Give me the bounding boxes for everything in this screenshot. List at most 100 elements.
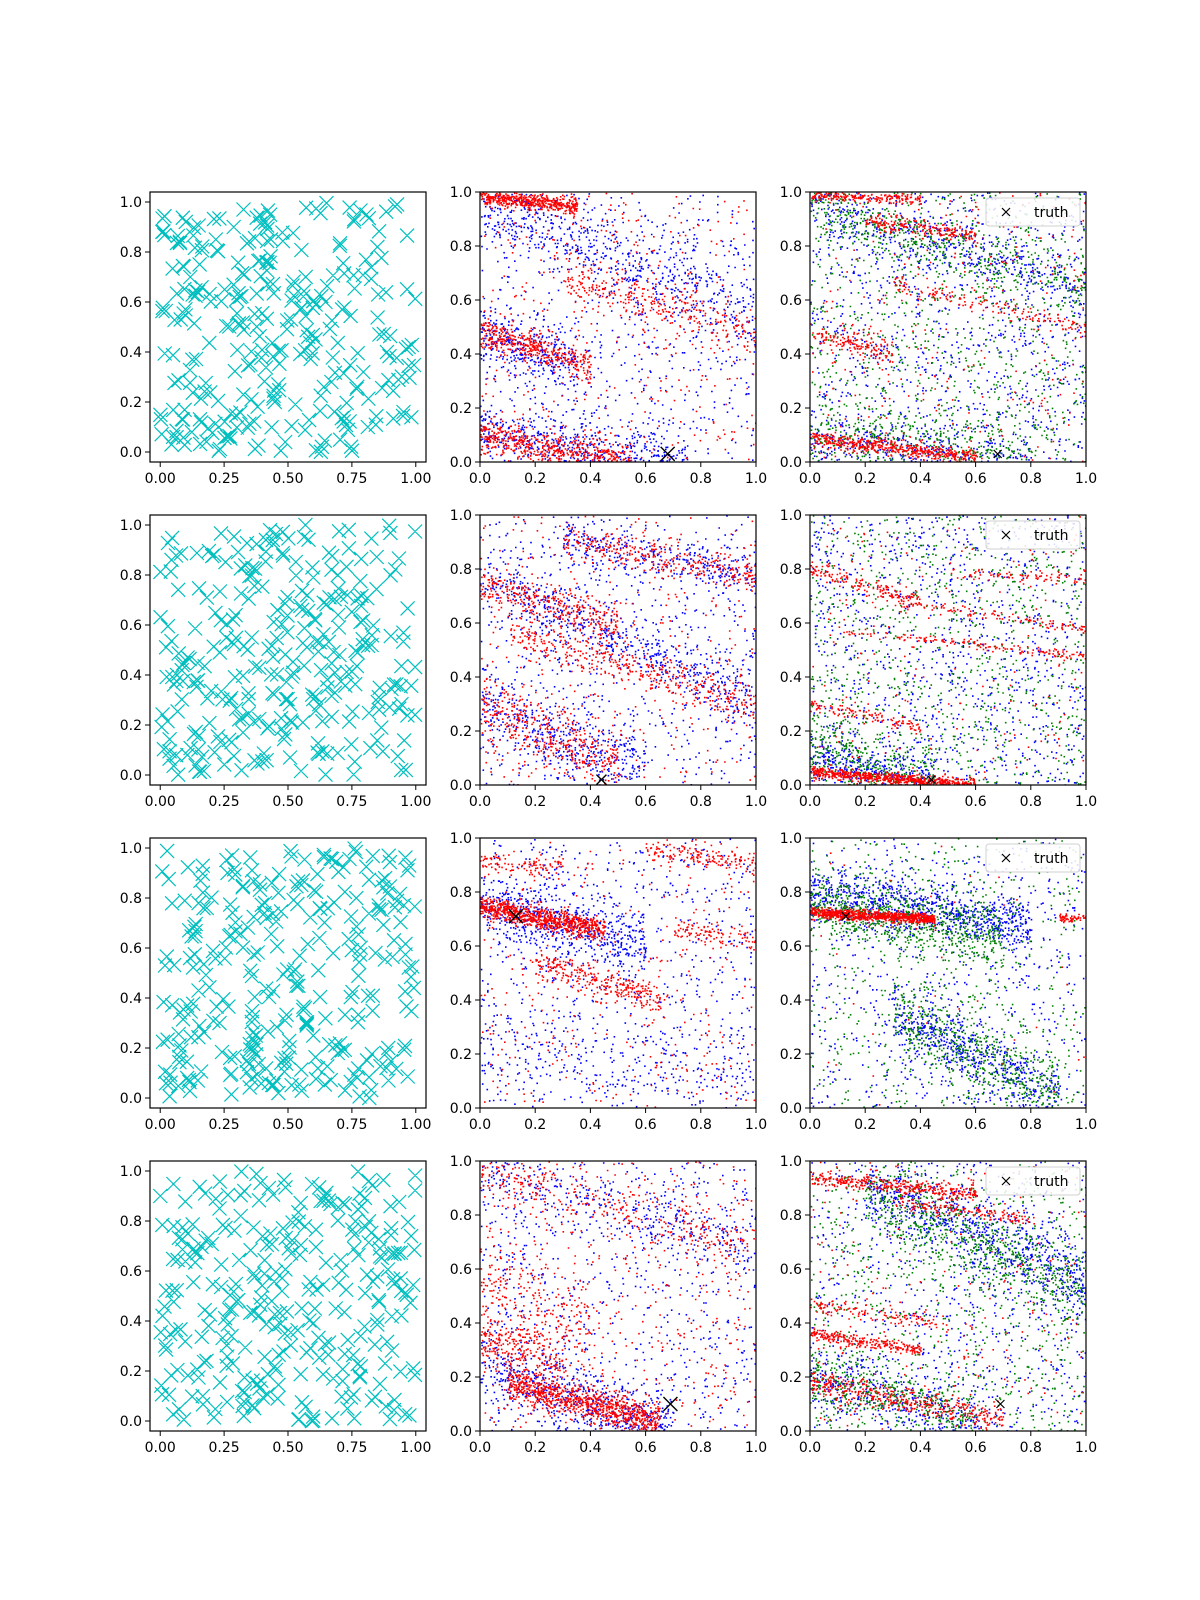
- axes-frame: [809, 837, 1087, 1109]
- x-tick-label: 0.0: [799, 1117, 821, 1133]
- y-tick-label: 1.0: [780, 185, 802, 201]
- legend: truth: [985, 520, 1081, 550]
- x-tick-label: 0.6: [964, 1117, 986, 1133]
- x-tick-label: 0.4: [579, 1440, 601, 1456]
- axes-frame: [149, 514, 427, 786]
- y-tick-label: 0.6: [120, 1264, 142, 1280]
- x-tick-label: 0.50: [272, 471, 303, 487]
- x-tick-label: 0.8: [690, 1117, 712, 1133]
- y-tick-label: 0.6: [120, 618, 142, 634]
- legend: truth: [985, 197, 1081, 227]
- truth-marker: [662, 1396, 678, 1412]
- x-tick-label: 0.75: [336, 1117, 367, 1133]
- x-tick-label: 0.0: [799, 471, 821, 487]
- axes-frame: [479, 514, 757, 786]
- y-tick-label: 0.2: [450, 1047, 472, 1063]
- x-tick-label: 0.00: [145, 1117, 176, 1133]
- x-tick-label: 0.8: [1020, 471, 1042, 487]
- x-tick-label: 0.00: [145, 794, 176, 810]
- x-tick-label: 0.2: [854, 1117, 876, 1133]
- y-tick-label: 0.0: [780, 455, 802, 471]
- y-tick-label: 0.4: [120, 668, 142, 684]
- series-blue: [810, 192, 1086, 462]
- series-green: [810, 838, 1086, 1108]
- x-tick-label: 0.4: [579, 794, 601, 810]
- y-tick-label: 0.8: [450, 1208, 472, 1224]
- y-tick-label: 0.6: [450, 293, 472, 309]
- subplot-r1-c1: 0.00 0.25 0.50 0.75 1.00 0.0 0.2 0.4 0.6 0.8 1.0: [120, 191, 431, 487]
- x-tick-label: 0.4: [579, 1117, 601, 1133]
- y-tick-label: 1.0: [780, 831, 802, 847]
- y-tick-label: 0.8: [120, 245, 142, 261]
- x-tick-label: 0.25: [209, 471, 240, 487]
- x-tick-label: 0.50: [272, 1440, 303, 1456]
- y-tick-label: 0.4: [120, 991, 142, 1007]
- axes-frame: [809, 1160, 1087, 1432]
- y-tick-label: 0.8: [450, 885, 472, 901]
- y-tick-label: 0.6: [450, 616, 472, 632]
- points-r4-c3: [810, 1161, 1086, 1431]
- x-tick-label: 0.6: [964, 1440, 986, 1456]
- y-tick-label: 0.6: [780, 939, 802, 955]
- x-tick-label: 1.00: [400, 1117, 431, 1133]
- subplot-r3-c1: 0.00 0.25 0.50 0.75 1.00 0.0 0.2 0.4 0.6 0.8 1.0: [120, 837, 431, 1133]
- y-tick-label: 0.2: [450, 724, 472, 740]
- x-tick-label: 0.2: [854, 794, 876, 810]
- points-r4-c2: [480, 1161, 756, 1431]
- x-tick-label: 0.6: [634, 794, 656, 810]
- x-tick-label: 1.0: [745, 1440, 767, 1456]
- subplot-r3-c2: 0.0 0.2 0.4 0.6 0.8 1.0 0.0 0.2 0.4 0.6 0.8 1.0: [450, 831, 767, 1133]
- x-tick-label: 1.00: [400, 1440, 431, 1456]
- x-tick-label: 0.2: [524, 471, 546, 487]
- y-tick-label: 0.0: [780, 1424, 802, 1440]
- subplot-r1-c3: 0.0 0.2 0.4 0.6 0.8 1.0 0.0 0.2 0.4 0.6 0.8 1.0 trut…: [780, 185, 1097, 487]
- y-tick-label: 0.0: [120, 768, 142, 784]
- y-tick-label: 0.4: [450, 347, 472, 363]
- legend-marker: [1001, 1176, 1011, 1186]
- y-tick-label: 0.4: [780, 347, 802, 363]
- y-tick-label: 0.2: [780, 1047, 802, 1063]
- x-tick-label: 0.8: [690, 794, 712, 810]
- x-tick-label: 0.0: [469, 794, 491, 810]
- x-tick-label: 0.75: [336, 1440, 367, 1456]
- subplot-r4-c1: 0.00 0.25 0.50 0.75 1.00 0.0 0.2 0.4 0.6 0.8 1.0: [120, 1160, 431, 1456]
- points-r2-c1: [152, 517, 423, 783]
- y-tick-label: 0.8: [120, 1214, 142, 1230]
- series-uniform-samples: [152, 195, 423, 460]
- points-r3-c1: [154, 841, 423, 1106]
- x-tick-label: 0.50: [272, 794, 303, 810]
- y-tick-label: 0.8: [780, 239, 802, 255]
- truth-marker: [508, 908, 524, 924]
- x-tick-label: 0.6: [634, 471, 656, 487]
- points-r4-c1: [152, 1164, 423, 1429]
- truth-marker: [996, 1399, 1005, 1409]
- y-tick-label: 1.0: [780, 1154, 802, 1170]
- x-tick-label: 0.8: [1020, 1440, 1042, 1456]
- y-tick-label: 0.2: [450, 401, 472, 417]
- subplot-r1-c2: 0.0 0.2 0.4 0.6 0.8 1.0 0.0 0.2 0.4 0.6 0.8 1.0: [450, 185, 767, 487]
- legend-box: [985, 520, 1081, 550]
- legend: truth: [985, 843, 1081, 873]
- legend-marker: [1001, 530, 1011, 540]
- axes-frame: [479, 1160, 757, 1432]
- subplot-r2-c1: 0.00 0.25 0.50 0.75 1.00 0.0 0.2 0.4 0.6 0.8 1.0: [120, 514, 431, 810]
- x-tick-label: 1.0: [1075, 1117, 1097, 1133]
- truth-marker: [595, 774, 607, 785]
- x-tick-label: 1.0: [1075, 471, 1097, 487]
- y-tick-label: 0.8: [120, 568, 142, 584]
- x-tick-label: 0.4: [909, 1440, 931, 1456]
- y-tick-label: 0.0: [780, 778, 802, 794]
- x-tick-label: 1.0: [745, 794, 767, 810]
- y-tick-label: 1.0: [450, 831, 472, 847]
- legend-label: truth: [1034, 851, 1068, 867]
- y-tick-label: 0.8: [450, 562, 472, 578]
- axes-frame: [479, 191, 757, 463]
- legend: truth: [985, 1166, 1081, 1196]
- legend-marker: [1001, 207, 1011, 217]
- y-tick-label: 1.0: [120, 841, 142, 857]
- legend-box: [985, 197, 1081, 227]
- y-tick-label: 0.6: [450, 1262, 472, 1278]
- y-tick-label: 0.8: [780, 562, 802, 578]
- x-tick-label: 0.2: [524, 1117, 546, 1133]
